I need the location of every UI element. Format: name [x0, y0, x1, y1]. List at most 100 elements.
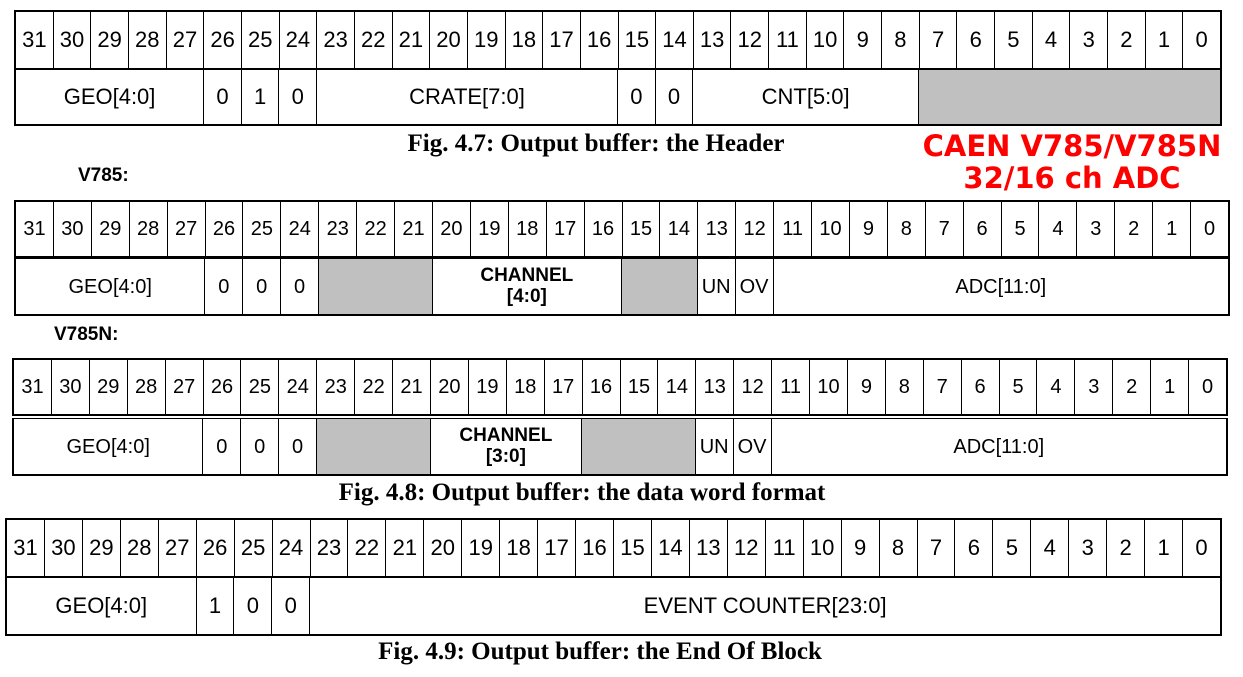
eob-caption: Fig. 4.9: Output buffer: the End Of Bloc…	[378, 638, 822, 665]
bit-cell: 15	[619, 12, 657, 68]
bit-cell: 10	[812, 202, 850, 256]
bit-cell: 4	[1033, 12, 1071, 68]
bit-cell: 0	[1203, 217, 1216, 240]
bit-cell: 6	[962, 360, 1000, 414]
bit-cell: 31	[14, 360, 52, 414]
bit-cell: 28	[128, 360, 166, 414]
bit-cell: 3	[1070, 12, 1109, 68]
bit-cell: 14	[656, 12, 694, 68]
bit-cell: 8	[886, 360, 924, 414]
bit-cell: 20	[431, 360, 469, 414]
bit-cell: 22	[357, 202, 396, 256]
bit-cell: 0	[1201, 375, 1214, 398]
bit-cell: 20	[430, 12, 468, 68]
bit-cell: 28	[130, 202, 168, 256]
eob-bit-row: 31 30 29 28 27 26 25 24 23 22 21 20 19 18 17 16 15 14 13 12…	[5, 518, 1222, 578]
bit-cell: 13	[690, 520, 728, 576]
bit-cell: 4	[1039, 202, 1078, 256]
bit-cell: 23	[319, 202, 358, 256]
bit-cell: 7	[924, 360, 962, 414]
bit-field: OV	[736, 259, 774, 314]
bit-cell: 14	[660, 202, 699, 256]
bit-cell: 9	[842, 520, 880, 576]
bit-field: CHANNEL [4:0]	[433, 259, 622, 314]
bit-cell: 28	[129, 12, 167, 68]
bit-cell: 29	[90, 360, 128, 414]
header-field-row: GEO[4:0] 0 1 0 CRATE[7:0] 0 0 CNT[5:0]	[14, 70, 1222, 126]
bit-cell: 18	[500, 520, 539, 576]
v785-label: V785:	[78, 165, 129, 186]
bit-cell: 6	[955, 520, 994, 576]
bit-cell: 8	[880, 520, 918, 576]
bit-cell: 19	[462, 520, 501, 576]
bit-field: UN	[698, 259, 736, 314]
reserved-field	[317, 419, 431, 474]
bit-cell: 15	[614, 520, 652, 576]
bit-cell: 31	[16, 202, 54, 256]
bit-cell: 18	[509, 202, 547, 256]
bit-cell: 5	[995, 12, 1033, 68]
bit-field: 0	[281, 259, 319, 314]
bit-cell: 10	[807, 12, 845, 68]
bit-cell: 17	[538, 520, 577, 576]
bit-cell: 24	[281, 202, 320, 256]
bit-cell: 26	[206, 202, 244, 256]
bit-cell: 11	[769, 12, 807, 68]
bit-cell: 29	[83, 520, 121, 576]
bit-cell: 20	[424, 520, 463, 576]
bit-cell: 17	[543, 12, 581, 68]
bit-cell: 27	[168, 202, 206, 256]
v785n-field-row: GEO[4:0] 0 0 0 CHANNEL [3:0] UN OV ADC[11:0]	[12, 418, 1228, 476]
data-word-caption: Fig. 4.8: Output buffer: the data word f…	[338, 479, 826, 506]
header-bit-row: 31 30 29 28 27 26 25 24 23 22 21 20 19 18 17 16 15 14 13 12…	[14, 10, 1222, 70]
bit-field: UN	[696, 419, 734, 474]
bit-cell: 17	[545, 360, 583, 414]
bit-field: 0	[241, 419, 280, 474]
bit-cell: 10	[810, 360, 848, 414]
bit-cell: 25	[243, 202, 282, 256]
bit-cell: 4	[1031, 520, 1070, 576]
bit-cell: 31	[16, 12, 54, 68]
bit-cell: 24	[279, 360, 318, 414]
bit-cell: 23	[317, 12, 355, 68]
bit-field: 0	[203, 419, 242, 474]
bit-field: CNT[5:0]	[693, 70, 919, 124]
bit-cell: 21	[395, 202, 433, 256]
bit-cell: 11	[772, 360, 811, 414]
bit-field: 0	[234, 578, 273, 634]
bit-cell: 19	[468, 12, 506, 68]
bit-cell: 5	[993, 520, 1032, 576]
bit-field: 0	[243, 259, 282, 314]
bit-field: 0	[204, 70, 242, 124]
bit-cell: 12	[736, 202, 775, 256]
bit-cell: 30	[52, 360, 90, 414]
bit-cell: 6	[957, 12, 996, 68]
bit-cell: 22	[348, 520, 387, 576]
bit-cell: 29	[91, 12, 129, 68]
bit-cell: 25	[241, 360, 280, 414]
bit-cell: 13	[698, 202, 737, 256]
bit-field: 0	[279, 70, 317, 124]
bit-field: ADC[11:0]	[955, 275, 1047, 298]
bit-field: 0	[272, 578, 311, 634]
bit-cell: 26	[204, 12, 242, 68]
bit-cell: 1	[1146, 12, 1184, 68]
bit-cell: 16	[576, 520, 614, 576]
bit-cell: 7	[920, 12, 958, 68]
bit-cell: 20	[433, 202, 471, 256]
eob-field-row: GEO[4:0] 1 0 0 EVENT COUNTER[23:0]	[5, 578, 1222, 636]
bit-field: 1	[197, 578, 235, 634]
bit-cell: 9	[850, 202, 888, 256]
reserved-field	[919, 70, 1220, 124]
bit-cell: 25	[235, 520, 273, 576]
bit-field: OV	[734, 419, 772, 474]
header-caption: Fig. 4.7: Output buffer: the Header	[407, 130, 785, 157]
bit-field: 1	[242, 70, 280, 124]
bit-cell: 30	[54, 12, 92, 68]
bit-cell: 12	[734, 360, 773, 414]
bit-cell: 24	[273, 520, 311, 576]
bit-cell: 26	[197, 520, 235, 576]
bit-field: CRATE[7:0]	[317, 70, 618, 124]
bit-field: GEO[4:0]	[14, 419, 204, 474]
bit-cell: 25	[242, 12, 280, 68]
